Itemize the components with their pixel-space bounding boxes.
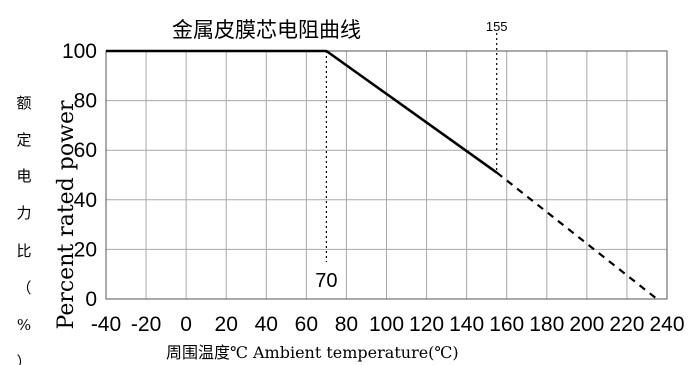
x-tick-label: 40	[255, 313, 278, 336]
y-axis-label-cn-char: 定	[16, 131, 31, 149]
x-tick-label: -20	[131, 313, 161, 336]
y-axis-label-cn-char: 额	[16, 94, 31, 112]
x-tick-label: 20	[215, 313, 238, 336]
y-tick-label: 80	[74, 90, 97, 113]
x-tick-label: -40	[91, 313, 121, 336]
y-axis-label-cn-char: （	[16, 279, 31, 297]
y-axis-ticks: 0 20 40 60 80 100	[62, 40, 97, 311]
y-axis-label-cn-char: %	[17, 316, 31, 334]
x-tick-label: 160	[489, 313, 524, 336]
y-tick-label: 100	[62, 40, 97, 63]
plot-frame	[105, 50, 668, 300]
x-tick-label: 240	[649, 313, 684, 336]
y-tick-label: 40	[74, 189, 97, 212]
x-tick-label: 140	[449, 313, 484, 336]
annotation-lines	[325, 33, 498, 262]
x-tick-label: 100	[369, 313, 404, 336]
x-tick-label: 180	[529, 313, 564, 336]
chart-title: 金属皮膜芯电阻曲线	[172, 18, 361, 42]
annotation-70: 70	[315, 270, 337, 292]
x-tick-label: 220	[609, 313, 644, 336]
x-axis-ticks: -40 -20 0 20 40 60 80 100 120 140 160 180 200 220 240	[91, 313, 685, 336]
y-tick-label: 60	[74, 139, 97, 162]
annotation-155: 155	[486, 19, 508, 34]
y-axis-label-cn-char: 力	[16, 204, 31, 222]
x-tick-label: 80	[335, 313, 358, 336]
x-tick-label: 60	[295, 313, 318, 336]
derating-line-solid	[106, 49, 498, 174]
x-tick-label: 120	[409, 313, 444, 336]
y-axis-label-en: Percent rated power	[54, 100, 79, 329]
y-tick-label: 0	[85, 288, 97, 311]
y-tick-label: 20	[74, 238, 97, 261]
x-tick-label: 0	[180, 313, 192, 336]
annotation-labels: 70 155	[315, 19, 507, 292]
series	[106, 49, 658, 300]
y-axis-label-cn-char: 电	[16, 167, 31, 185]
x-axis-label: 周围温度℃ Ambient temperature(℃)	[166, 343, 459, 362]
x-tick-label: 200	[569, 313, 604, 336]
grid	[105, 50, 668, 300]
y-axis-label-cn-char: ）	[16, 353, 31, 365]
y-axis-label-cn-char: 比	[16, 242, 31, 260]
derating-line-dashed	[496, 171, 658, 300]
